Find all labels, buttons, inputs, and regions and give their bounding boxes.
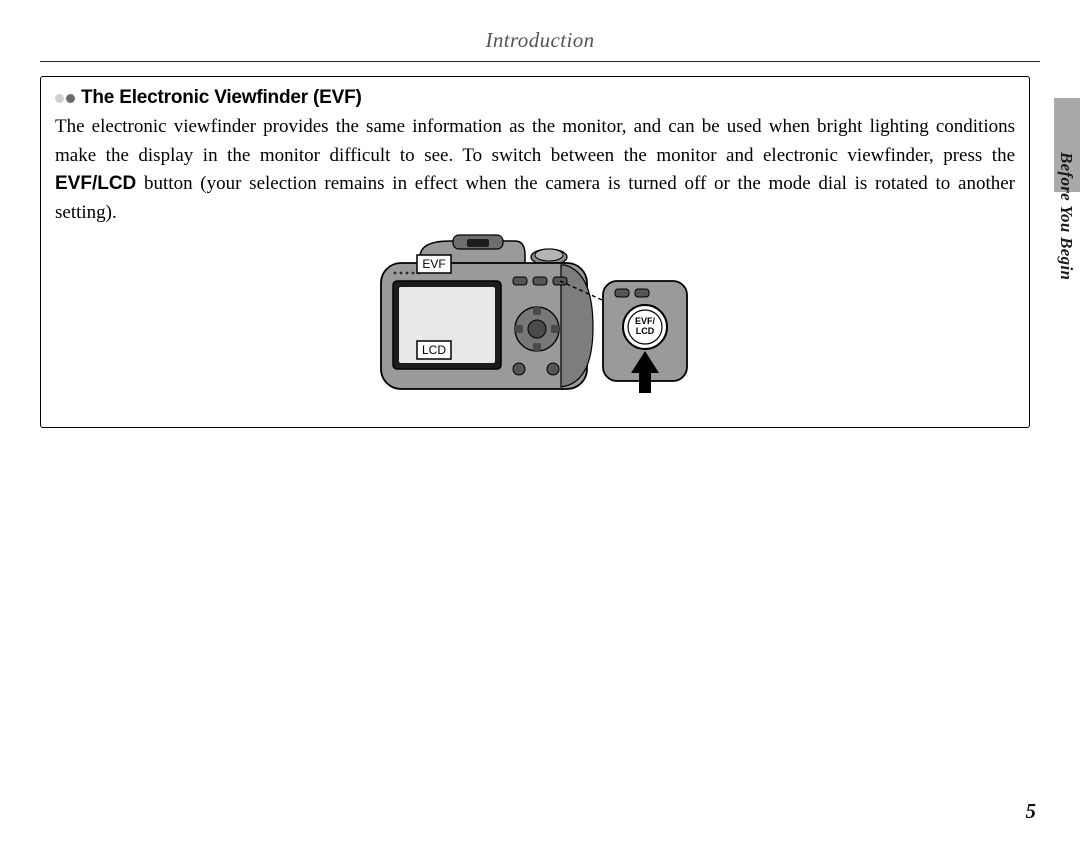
callout-box-evf: The Electronic Viewfinder (EVF) The elec… xyxy=(40,76,1030,428)
page-number: 5 xyxy=(1026,799,1037,824)
camera-body-icon xyxy=(381,235,593,389)
manual-page: Introduction Before You Begin The Electr… xyxy=(0,0,1080,846)
body-bold-evf-lcd: EVF/LCD xyxy=(55,173,136,194)
box-heading: The Electronic Viewfinder (EVF) xyxy=(55,87,1015,109)
lcd-label: LCD xyxy=(417,341,451,359)
section-thumb-label: Before You Begin xyxy=(1056,152,1076,280)
svg-text:LCD: LCD xyxy=(422,343,446,357)
figure-wrap: EVF LCD EVF/ LCD xyxy=(55,233,1015,413)
svg-text:EVF: EVF xyxy=(422,257,445,271)
zoom-button-label-bottom: LCD xyxy=(636,326,655,336)
heading-bullet-icon xyxy=(55,94,75,103)
evf-label: EVF xyxy=(417,255,451,273)
box-body-text: The electronic viewfinder provides the s… xyxy=(55,113,1015,227)
camera-rear-figure: EVF LCD EVF/ LCD xyxy=(365,233,705,413)
header-rule xyxy=(40,61,1040,62)
body-part-1: The electronic viewfinder provides the s… xyxy=(55,116,1015,166)
page-title: Introduction xyxy=(40,28,1040,53)
box-heading-text: The Electronic Viewfinder (EVF) xyxy=(81,87,362,109)
body-part-2: button (your selection remains in effect… xyxy=(55,173,1015,223)
zoom-panel: EVF/ LCD xyxy=(603,281,687,393)
zoom-button-label-top: EVF/ xyxy=(635,316,656,326)
